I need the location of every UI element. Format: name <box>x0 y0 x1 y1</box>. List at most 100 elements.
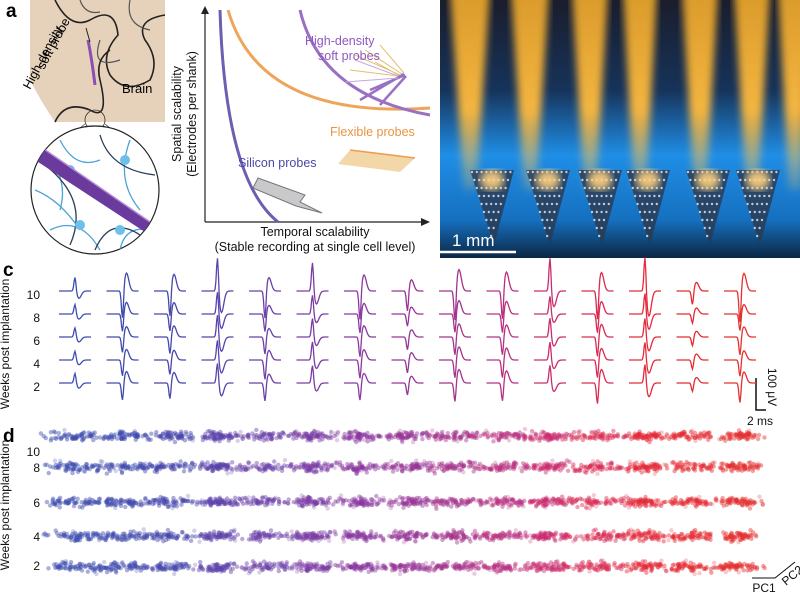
cluster-point <box>213 565 218 570</box>
cluster-point <box>511 466 516 472</box>
outlier-point <box>430 428 435 433</box>
cluster-point <box>401 496 406 501</box>
cluster-point <box>593 500 599 505</box>
cluster-point <box>214 464 219 469</box>
cluster-point <box>575 468 580 473</box>
electrode <box>548 210 551 214</box>
cluster-point <box>137 565 142 570</box>
cluster-point <box>152 535 157 540</box>
cluster-point <box>563 437 568 442</box>
outlier-point <box>528 539 533 544</box>
cluster-point <box>94 531 99 536</box>
electrode <box>543 210 546 214</box>
outlier-point <box>451 501 456 506</box>
cluster-point <box>217 495 222 500</box>
cluster-point <box>223 463 228 468</box>
cluster-point <box>644 464 649 470</box>
cluster-point <box>53 465 58 471</box>
outlier-point <box>588 430 594 435</box>
cluster-point <box>153 532 158 537</box>
cluster-point <box>209 538 214 543</box>
cluster-point <box>198 563 203 569</box>
cluster-point <box>179 563 185 568</box>
cluster-point <box>176 435 181 441</box>
cluster-point <box>588 502 594 507</box>
cluster-point <box>64 468 69 473</box>
cluster-point <box>137 533 142 539</box>
outlier-point <box>164 532 169 537</box>
outlier-point <box>594 504 599 509</box>
cluster-point <box>224 533 230 538</box>
electrode <box>746 202 749 206</box>
cluster-point <box>483 564 488 569</box>
cluster-point <box>228 532 233 537</box>
cluster-point <box>420 436 425 442</box>
electrode <box>696 186 699 190</box>
electrode <box>744 178 747 182</box>
cluster-point <box>548 437 553 442</box>
cluster-point <box>42 462 48 468</box>
outlier-point <box>253 432 258 438</box>
outlier-point <box>216 435 221 440</box>
cluster-point <box>100 531 106 536</box>
cluster-point <box>449 536 454 541</box>
electrode <box>741 170 744 174</box>
electrode <box>650 218 654 222</box>
cluster-point <box>165 533 170 538</box>
electrode <box>565 170 568 174</box>
cluster-point <box>232 501 238 506</box>
cluster-point <box>210 500 216 506</box>
cluster-point <box>177 433 183 439</box>
cluster-point <box>120 534 125 539</box>
waveform <box>201 315 234 353</box>
cluster-point <box>229 435 235 440</box>
cluster-point <box>98 533 103 538</box>
cluster-point <box>497 465 503 471</box>
waveform <box>724 326 756 356</box>
electrode <box>655 202 658 206</box>
outlier-point <box>192 562 198 567</box>
cluster-point <box>471 469 476 474</box>
cluster-point <box>90 431 95 436</box>
electrode <box>636 202 639 206</box>
cluster-point <box>355 529 360 535</box>
cluster-point <box>81 430 86 435</box>
cluster-point <box>223 432 228 438</box>
outlier-point <box>457 536 462 541</box>
cluster-point <box>226 562 232 568</box>
cluster-point <box>259 462 264 468</box>
cluster-point <box>165 432 170 437</box>
cluster-point <box>61 561 66 566</box>
electrode <box>487 194 490 198</box>
cluster-point <box>209 500 214 506</box>
cluster-point <box>677 563 682 568</box>
cluster-point <box>56 430 61 436</box>
cluster-point <box>295 433 301 438</box>
cluster-point <box>203 464 209 470</box>
outlier-point <box>491 564 497 570</box>
cluster-point <box>254 427 259 433</box>
cluster-point <box>491 431 497 437</box>
cluster-point <box>211 531 217 537</box>
cluster-point <box>207 463 213 468</box>
cluster-point <box>68 564 73 570</box>
cluster-point <box>348 564 353 569</box>
cluster-point <box>50 498 55 503</box>
cluster-point <box>216 436 221 441</box>
outlier-point <box>690 464 695 469</box>
cluster-point <box>144 533 150 539</box>
waveform <box>629 318 661 352</box>
outlier-point <box>652 471 657 477</box>
cluster-point <box>106 497 111 502</box>
outlier-point <box>176 434 181 439</box>
cluster-point <box>213 433 218 438</box>
cluster-point <box>279 465 285 470</box>
cluster-point <box>210 466 215 471</box>
cluster-point <box>169 433 174 438</box>
cluster-point <box>370 497 375 502</box>
cluster-point <box>115 537 120 542</box>
outlier-point <box>73 535 78 540</box>
cluster-point <box>360 464 365 469</box>
cluster-point <box>202 536 207 541</box>
probe-shank <box>623 0 657 190</box>
